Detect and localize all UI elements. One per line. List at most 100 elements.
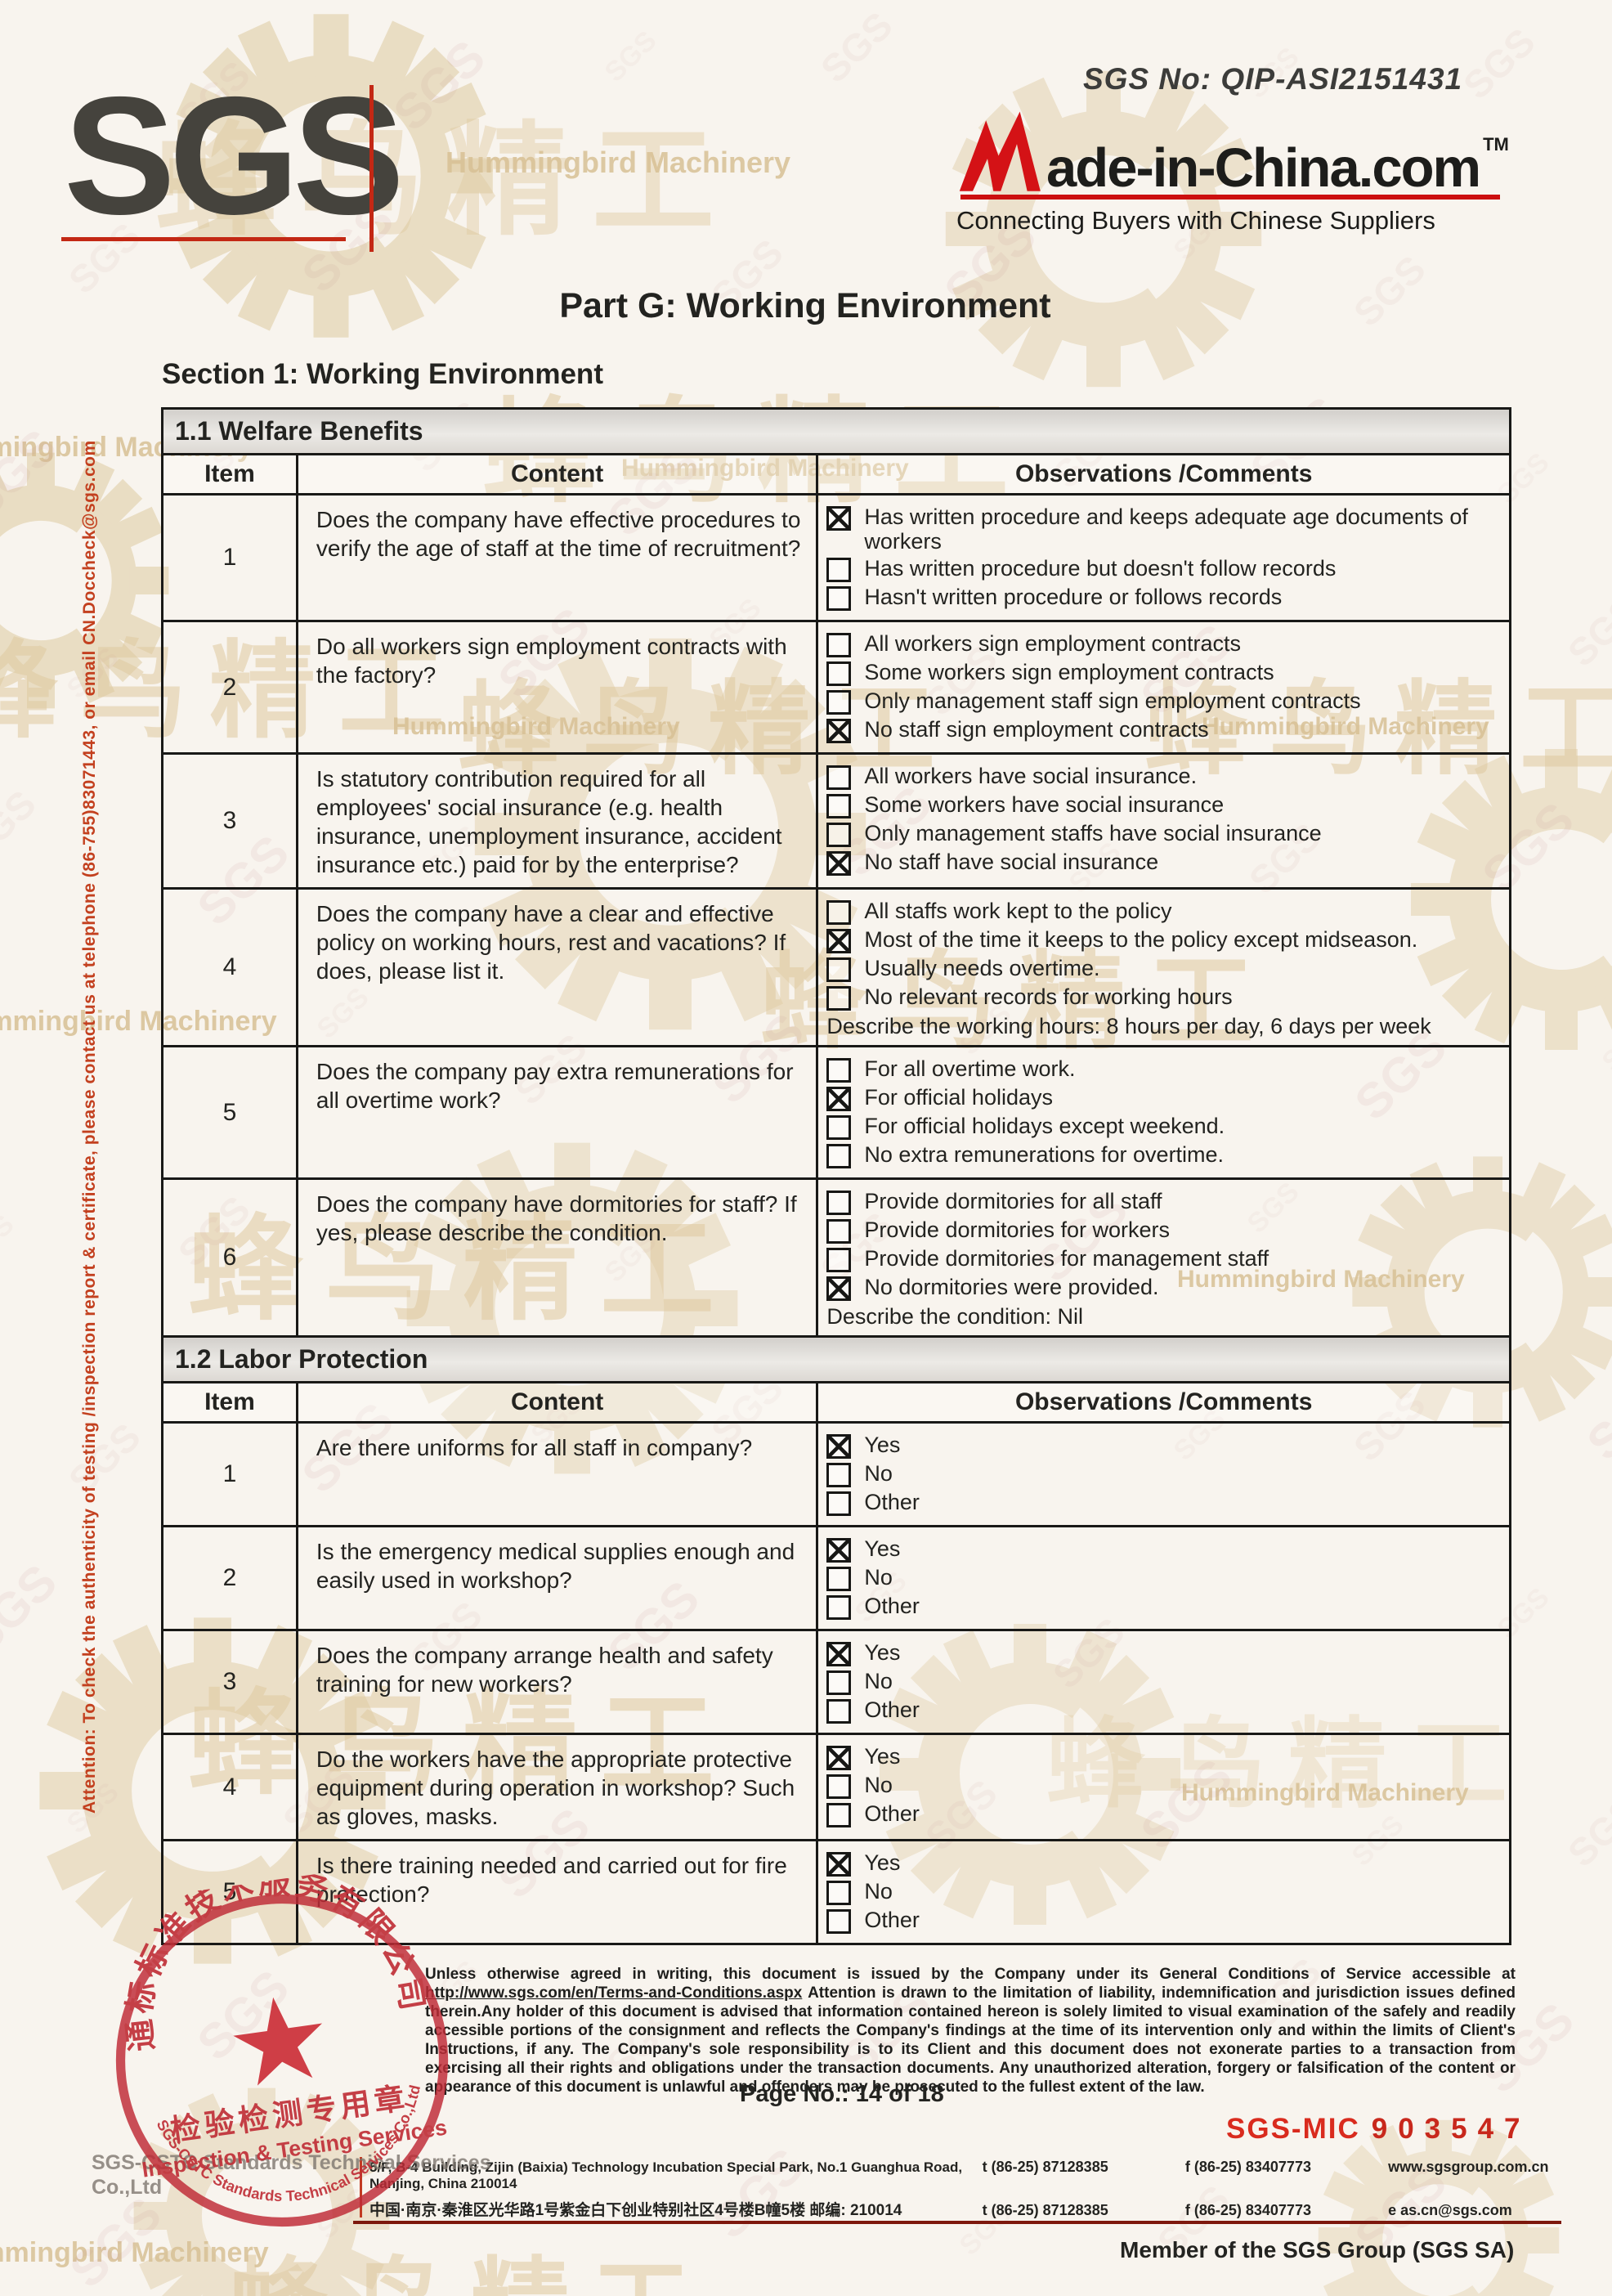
- item-number: 6: [161, 1177, 298, 1338]
- checkbox-icon[interactable]: [826, 661, 852, 686]
- checkbox-icon[interactable]: [826, 1191, 852, 1215]
- checkbox-icon[interactable]: [826, 1852, 852, 1877]
- item-number: 4: [161, 1733, 298, 1841]
- checkbox-icon[interactable]: [826, 1803, 852, 1827]
- option: Yes: [826, 1640, 1501, 1666]
- address-row: 中国·南京·秦淮区光华路1号紫金白下创业特别社区4号楼B幢5楼 邮编: 2100…: [369, 2198, 1571, 2220]
- option-label: No: [864, 1565, 893, 1590]
- checkbox-icon[interactable]: [826, 586, 852, 611]
- option-label: No relevant records for working hours: [864, 984, 1233, 1009]
- checkbox-icon[interactable]: [826, 719, 852, 743]
- footer-rule: [353, 2221, 1561, 2224]
- checkbox-icon[interactable]: [826, 1144, 852, 1168]
- section-title: Section 1: Working Environment: [162, 358, 603, 390]
- option: Hasn't written procedure or follows reco…: [826, 585, 1501, 611]
- row-content: Does the company pay extra remunerations…: [295, 1045, 819, 1180]
- sgs-watermark: SGS: [60, 1414, 149, 1503]
- tables-container: 1.1 Welfare Benefits Item Content Observ…: [161, 407, 1511, 1945]
- option-label: Some workers sign employment contracts: [864, 660, 1274, 684]
- option-label: Other: [864, 1594, 920, 1618]
- inspection-stamp: 通标标准技术服务有限公司 ★ 检验检测专用章 Inspection & Test…: [102, 1858, 449, 2227]
- checkbox-icon[interactable]: [826, 1746, 852, 1770]
- option: Provide dormitories for workers: [826, 1218, 1501, 1244]
- option: No staff have social insurance: [826, 850, 1501, 876]
- col-item: Item: [161, 1381, 298, 1424]
- row-content: Does the company have dormitories for st…: [295, 1177, 819, 1338]
- option: Has written procedure and keeps adequate…: [826, 504, 1501, 554]
- table-row: 4 Do the workers have the appropriate pr…: [161, 1733, 1511, 1841]
- option-label: For official holidays except weekend.: [864, 1114, 1225, 1138]
- checkbox-icon[interactable]: [826, 1491, 852, 1516]
- checkbox-icon[interactable]: [826, 986, 852, 1011]
- checkbox-icon[interactable]: [826, 1463, 852, 1487]
- checkbox-icon[interactable]: [826, 929, 852, 953]
- checkbox-icon[interactable]: [826, 794, 852, 818]
- checkbox-icon[interactable]: [826, 1115, 852, 1140]
- checkbox-icon[interactable]: [826, 1595, 852, 1620]
- row-content: Does the company arrange health and safe…: [295, 1629, 819, 1735]
- item-number: 5: [161, 1045, 298, 1180]
- option-label: Has written procedure but doesn't follow…: [864, 556, 1337, 581]
- checkbox-icon[interactable]: [826, 765, 852, 790]
- checkbox-icon[interactable]: [826, 1087, 852, 1111]
- sgs-watermark: SGS: [812, 2, 901, 92]
- email-link[interactable]: e as.cn@sgs.com: [1388, 2202, 1512, 2218]
- checkbox-icon[interactable]: [826, 1219, 852, 1244]
- option-label: Some workers have social insurance: [864, 792, 1225, 817]
- checkbox-icon[interactable]: [826, 1434, 852, 1459]
- sgs-watermark: SGS: [0, 419, 68, 531]
- sgs-logo: SGS: [64, 62, 405, 249]
- checkbox-icon[interactable]: [826, 1909, 852, 1934]
- option: All staffs work kept to the policy: [826, 899, 1501, 925]
- observation-note: Describe the working hours: 8 hours per …: [826, 1014, 1431, 1038]
- checkbox-icon[interactable]: [826, 690, 852, 715]
- option-label: Other: [864, 1490, 920, 1514]
- checkbox-icon[interactable]: [826, 506, 852, 531]
- row-observations: Yes No Other: [816, 1839, 1511, 1945]
- checkbox-icon[interactable]: [826, 1058, 852, 1083]
- option: Some workers sign employment contracts: [826, 660, 1501, 686]
- checkbox-icon[interactable]: [826, 1881, 852, 1905]
- option-label: No dormitories were provided.: [864, 1275, 1159, 1299]
- sgs-watermark: SGS: [1559, 586, 1612, 675]
- checkbox-icon[interactable]: [826, 1774, 852, 1799]
- checkbox-icon[interactable]: [826, 851, 852, 876]
- option-label: For official holidays: [864, 1085, 1053, 1110]
- checkbox-icon[interactable]: [826, 957, 852, 982]
- option: No: [826, 1773, 1501, 1799]
- checkbox-icon[interactable]: [826, 1567, 852, 1591]
- checkbox-icon[interactable]: [826, 900, 852, 925]
- checkbox-icon[interactable]: [826, 1276, 852, 1301]
- option: Other: [826, 1594, 1501, 1620]
- checkbox-icon[interactable]: [826, 1642, 852, 1666]
- sgs-mic-code: SGS-MIC 903547: [1226, 2113, 1531, 2145]
- option: Provide dormitories for all staff: [826, 1189, 1501, 1215]
- option: Yes: [826, 1850, 1501, 1877]
- phone: t (86-25) 87128385: [982, 2159, 1108, 2175]
- row-content: Is the emergency medical supplies enough…: [295, 1525, 819, 1631]
- option-label: Most of the time it keeps to the policy …: [864, 927, 1418, 952]
- sgs-watermark: SGS: [383, 29, 496, 141]
- table-row: 2 Do all workers sign employment contrac…: [161, 620, 1511, 755]
- address-en: 5/F, B-4 Building, Zijin (Baixia) Techno…: [369, 2159, 963, 2191]
- page-number: Page No.: 14 of 18: [740, 2081, 944, 2107]
- sgs-watermark: SGS: [598, 25, 663, 88]
- labor-protection-table: 1.2 Labor Protection Item Content Observ…: [161, 1335, 1511, 1945]
- checkbox-icon[interactable]: [826, 1699, 852, 1724]
- option: Other: [826, 1697, 1501, 1724]
- checkbox-icon[interactable]: [826, 1538, 852, 1563]
- checkbox-icon[interactable]: [826, 823, 852, 847]
- row-content: Do the workers have the appropriate prot…: [295, 1733, 819, 1841]
- checkbox-icon[interactable]: [826, 558, 852, 582]
- option-label: Other: [864, 1697, 920, 1722]
- terms-link[interactable]: http://www.sgs.com/en/Terms-and-Conditio…: [425, 1984, 803, 2002]
- checkbox-icon[interactable]: [826, 633, 852, 657]
- option: No extra remunerations for overtime.: [826, 1142, 1501, 1168]
- checkbox-icon[interactable]: [826, 1670, 852, 1695]
- option-label: Yes: [864, 1640, 901, 1665]
- option: Usually needs overtime.: [826, 956, 1501, 982]
- option: No staff sign employment contracts: [826, 717, 1501, 743]
- checkbox-icon[interactable]: [826, 1248, 852, 1272]
- website-link[interactable]: www.sgsgroup.com.cn: [1388, 2159, 1549, 2175]
- mic-tagline: Connecting Buyers with Chinese Suppliers: [956, 206, 1435, 235]
